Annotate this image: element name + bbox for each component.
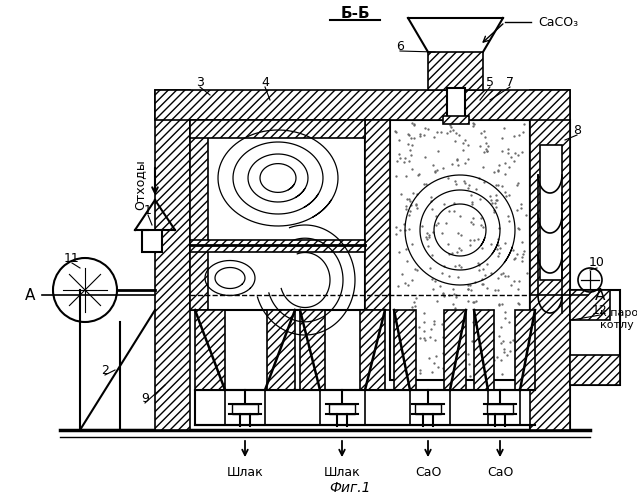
Bar (142, 230, 162, 252)
Text: 5: 5 (486, 76, 494, 88)
Bar (474, 310, 494, 390)
Bar (360, 310, 385, 390)
Text: А: А (25, 288, 35, 302)
Text: Б-Б: Б-Б (340, 6, 370, 22)
Bar (195, 310, 225, 390)
Text: 11: 11 (64, 252, 80, 264)
Text: СаО: СаО (415, 466, 441, 479)
Bar (365, 120, 390, 310)
Bar (232, 404, 258, 414)
Bar (195, 390, 535, 425)
Text: 7: 7 (506, 76, 514, 88)
Text: 12: 12 (592, 304, 608, 316)
Bar (515, 310, 535, 390)
Bar (428, 52, 483, 90)
Text: 4: 4 (261, 76, 269, 88)
Bar (540, 145, 562, 280)
Text: 3: 3 (196, 76, 204, 88)
Bar (444, 310, 466, 390)
Text: 9: 9 (141, 392, 149, 404)
Text: СаСО₃: СаСО₃ (538, 16, 578, 28)
Bar (190, 120, 365, 310)
Bar (329, 404, 355, 414)
Text: 2: 2 (101, 364, 109, 376)
Bar (530, 90, 570, 430)
Bar (415, 404, 441, 414)
Bar (447, 88, 465, 120)
Text: Шлак: Шлак (227, 466, 263, 479)
Text: Фиг.1: Фиг.1 (329, 481, 371, 495)
Text: 6: 6 (396, 40, 404, 52)
Bar (443, 116, 469, 124)
Text: 10: 10 (589, 256, 605, 270)
Bar (267, 310, 295, 390)
Bar (155, 90, 570, 120)
Bar (530, 120, 570, 430)
Text: 1: 1 (144, 204, 152, 216)
Bar (300, 310, 325, 390)
Bar (570, 355, 620, 385)
Bar (155, 90, 190, 430)
Bar (190, 120, 208, 310)
Bar (190, 120, 365, 138)
Bar (570, 290, 610, 320)
Text: Отходы: Отходы (134, 160, 147, 210)
Bar (487, 404, 513, 414)
Bar (190, 240, 365, 252)
Text: 8: 8 (573, 124, 581, 136)
Text: СаО: СаО (487, 466, 513, 479)
Bar (390, 120, 530, 380)
Text: А: А (595, 288, 605, 302)
Bar (570, 290, 620, 385)
Text: к паровому
котлу: к паровому котлу (600, 308, 637, 330)
Text: Шлак: Шлак (324, 466, 361, 479)
Bar (394, 310, 416, 390)
